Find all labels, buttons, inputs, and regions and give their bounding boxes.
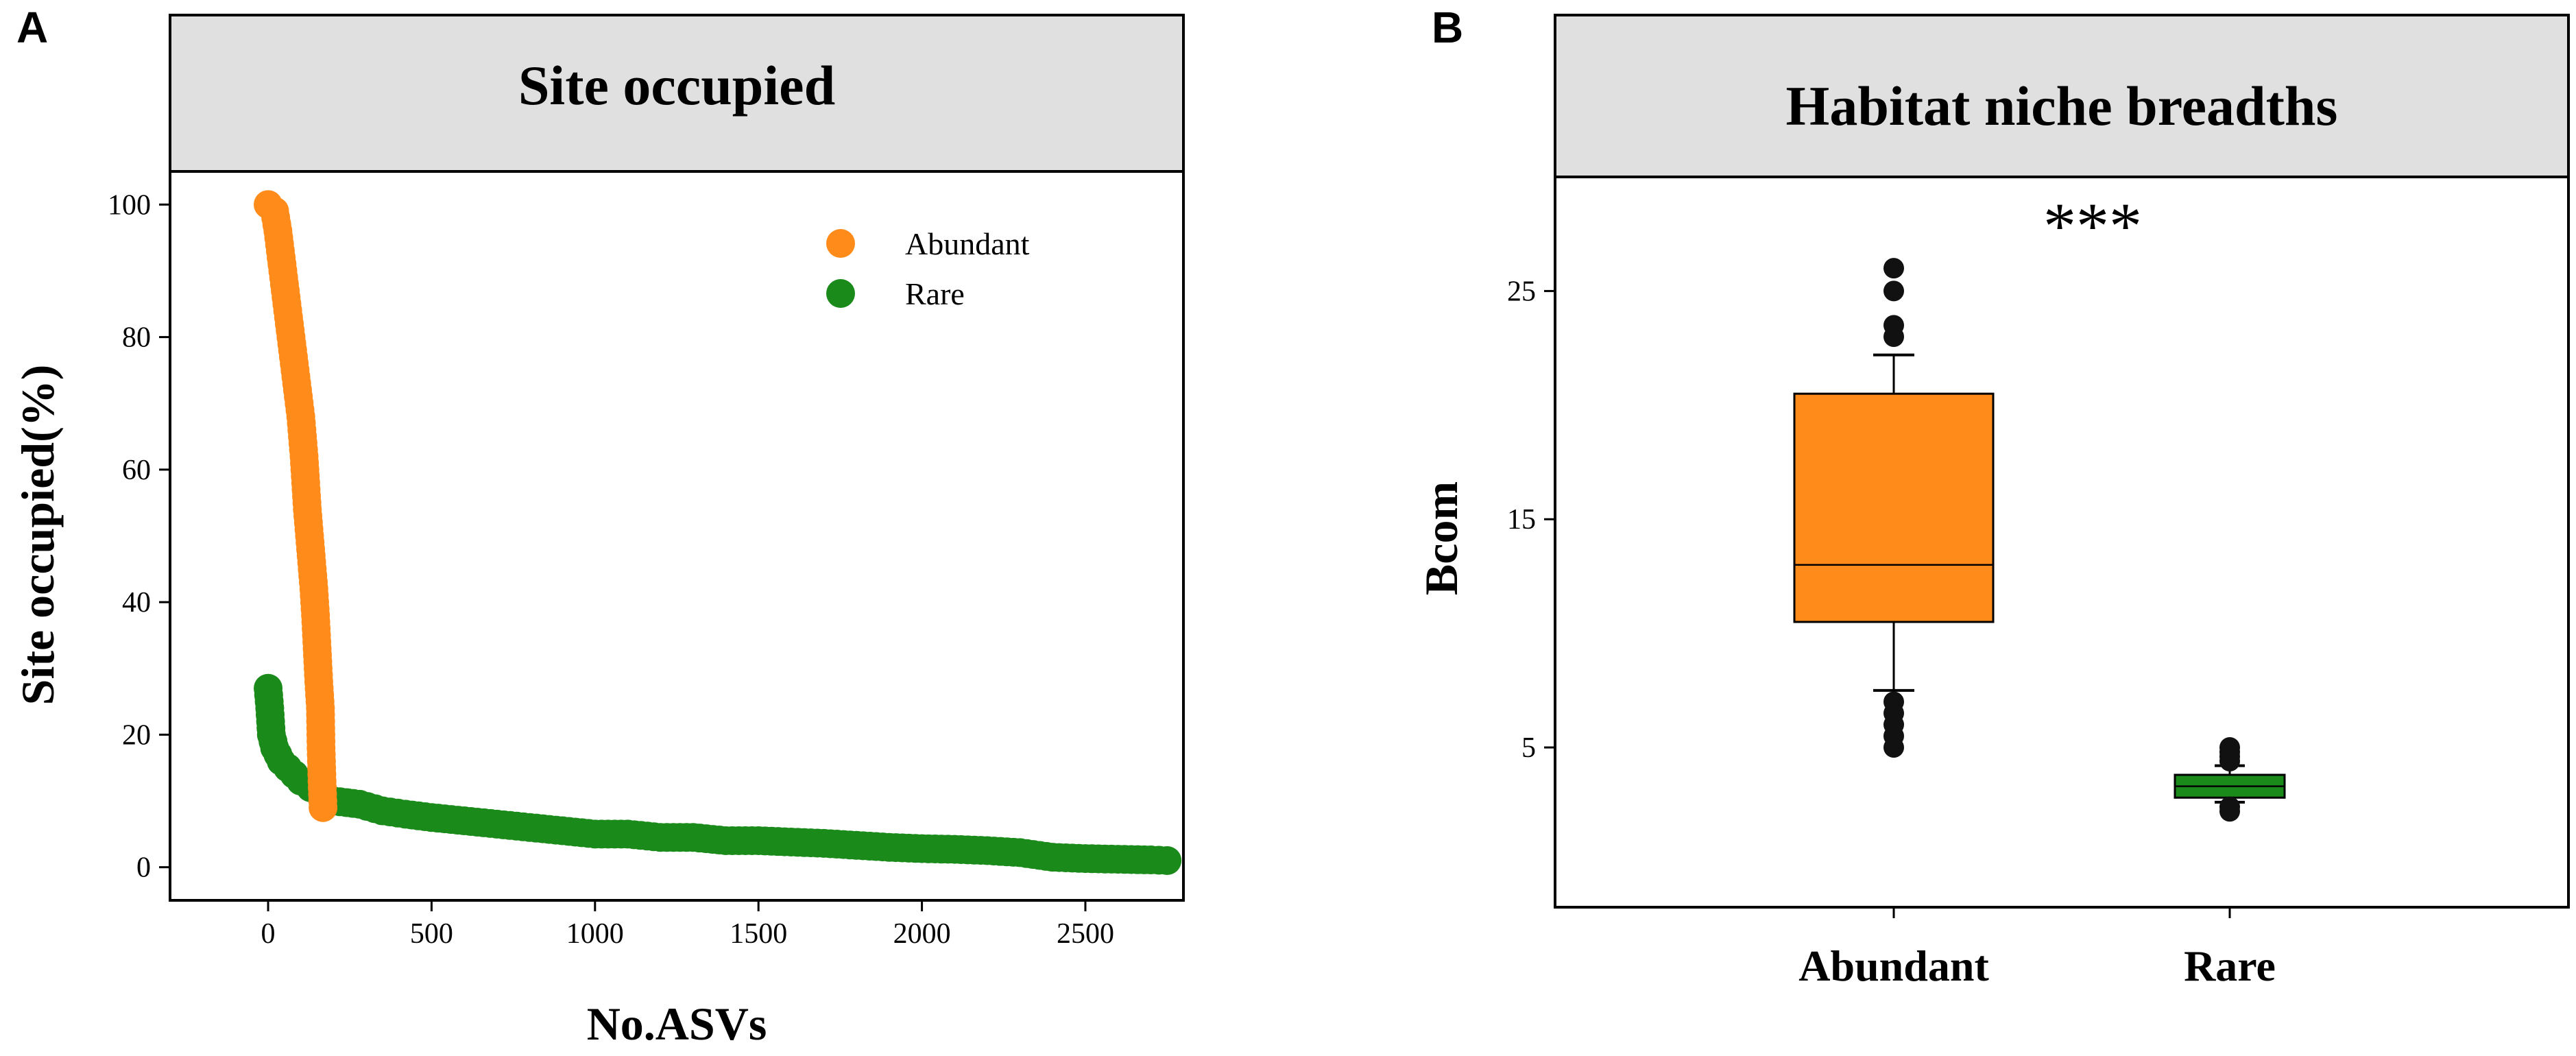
category-label-abundant: Abundant	[1798, 941, 1989, 990]
panel-letter-a: A	[16, 3, 48, 52]
box-abundant	[1793, 258, 1995, 758]
legend-label-rare: Rare	[905, 276, 965, 311]
plot-frame-a	[169, 170, 1185, 902]
legend-marker-abundant	[826, 229, 855, 258]
chart-title-a: Site occupied	[518, 54, 835, 117]
x-tick-label-a: 1500	[730, 918, 787, 950]
y-axis-title-b: Bcom	[1415, 481, 1467, 595]
x-tick-label-a: 500	[410, 918, 453, 950]
y-tick-label-a: 60	[122, 455, 151, 486]
legend-label-abundant: Abundant	[905, 226, 1030, 261]
y-tick-label-a: 40	[122, 587, 151, 619]
y-axis-title-a: Site occupied(%)	[12, 365, 64, 706]
title-strip-a	[169, 14, 1185, 173]
y-tick-label-a: 100	[108, 189, 151, 221]
y-tick-label-b: 5	[1521, 732, 1536, 764]
y-tick-label-b: 25	[1507, 276, 1536, 307]
chart-title-b: Habitat niche breadths	[1786, 75, 2338, 137]
outlier-point	[1883, 258, 1904, 279]
x-axis-ticks-b: Abundant Rare	[1798, 907, 2276, 990]
outlier-point	[2219, 796, 2240, 817]
box-rare	[2174, 737, 2286, 822]
outlier-point	[1883, 280, 1904, 302]
x-axis-ticks-a: 0 500 1000 1500 2000 2500	[261, 900, 1114, 950]
y-axis-ticks-a: 0 20 40 60 80 100	[108, 189, 170, 884]
panel-a: A Site occupied 0 20 40 60 80 100 0 500 1000 150…	[12, 3, 1185, 1050]
x-tick-label-a: 0	[261, 918, 276, 950]
y-tick-label-b: 15	[1507, 504, 1536, 536]
series-rare	[254, 673, 1182, 876]
box-plots-b	[1793, 258, 2286, 822]
outlier-point	[1883, 315, 1904, 336]
outlier-point	[2219, 737, 2240, 758]
x-axis-title-a: No.ASVs	[587, 998, 767, 1050]
legend-a: Abundant Rare	[826, 226, 1030, 311]
series-abundant	[254, 190, 338, 822]
point-abundant	[309, 793, 338, 822]
plot-frame-b	[1554, 176, 2570, 909]
x-tick-label-a: 2500	[1057, 918, 1114, 950]
box-body	[1793, 392, 1995, 623]
y-axis-ticks-b: 5 15 25	[1507, 276, 1555, 764]
x-tick-label-a: 1000	[566, 918, 624, 950]
y-tick-label-a: 80	[122, 322, 151, 354]
title-strip-b	[1554, 14, 2570, 178]
legend-marker-rare	[826, 279, 855, 308]
x-tick-label-a: 2000	[893, 918, 951, 950]
y-tick-label-a: 0	[136, 852, 151, 884]
category-label-rare: Rare	[2184, 941, 2276, 990]
panel-b: B Habitat niche breadths 5 15 25 Abundant R…	[1415, 3, 2570, 990]
panel-letter-b: B	[1432, 3, 1463, 52]
outlier-point	[1883, 691, 1904, 712]
point-rare	[1153, 846, 1182, 876]
significance-stars: ***	[2043, 189, 2142, 263]
scatter-points-a	[254, 190, 1182, 876]
y-tick-label-a: 20	[122, 719, 151, 751]
